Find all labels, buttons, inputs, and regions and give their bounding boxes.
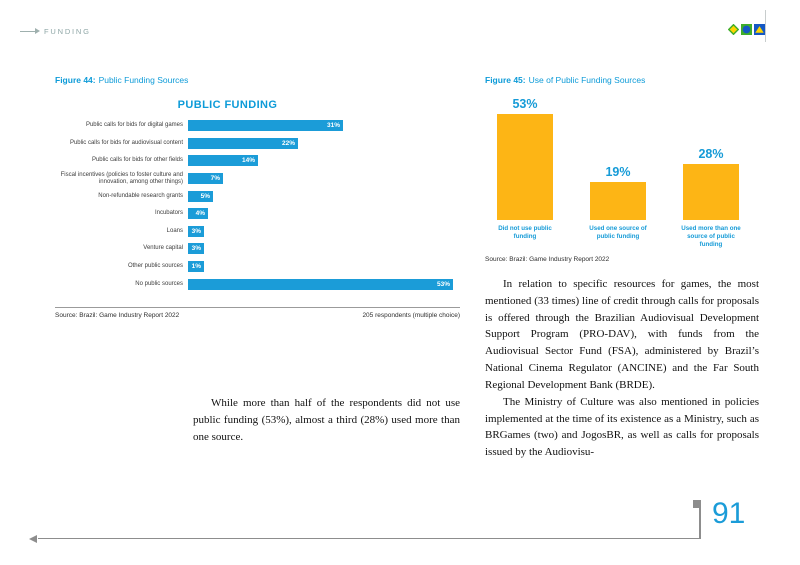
chart45-value-label: 28% xyxy=(698,147,724,161)
chart44-bar-value: 31% xyxy=(326,122,340,130)
chart44-bar: 53% xyxy=(188,278,453,290)
chart44-note: 205 respondents (multiple choice) xyxy=(362,312,460,319)
figure44-caption-title: Public Funding Sources xyxy=(98,75,189,85)
chart44-source: Source: Brazil: Game Industry Report 202… xyxy=(55,312,180,319)
chart44-bar-value: 4% xyxy=(195,210,205,218)
chart44-bar: 31% xyxy=(188,120,343,132)
chart44-row: Public calls for bids for digital games 3… xyxy=(55,117,460,135)
chart44-row: Venture capital 3% xyxy=(55,240,460,258)
chart44-footer: Source: Brazil: Game Industry Report 202… xyxy=(55,307,460,319)
chart44-category-label: Loans xyxy=(166,227,183,234)
fig44-rows: Public calls for bids for digital games 3… xyxy=(55,117,460,293)
chart45-bar xyxy=(590,182,646,220)
chart45-source: Source: Brazil: Game Industry Report 202… xyxy=(485,256,610,263)
chart44-bar: 5% xyxy=(188,190,213,202)
footer-riser xyxy=(699,508,701,539)
chart44-category-label: Non-refundable research grants xyxy=(98,192,183,199)
figure44-caption-label: Figure 44: xyxy=(55,75,96,85)
chart44-bar-value: 53% xyxy=(436,280,450,288)
chart44-bar-value: 7% xyxy=(210,175,220,183)
fig45-columns: 53% Did not use public funding 19% Used one… xyxy=(485,92,751,248)
chart45-column: 19% Used one source of public funding xyxy=(578,92,658,248)
chart44-row: Loans 3% xyxy=(55,223,460,241)
chart45-bar xyxy=(497,114,553,220)
logo-diamond-icon xyxy=(728,24,739,35)
page-number: 91 xyxy=(712,497,746,530)
body-paragraph-1: In relation to specific resources for ga… xyxy=(485,278,759,391)
header-rule xyxy=(765,10,766,42)
section-header: FUNDING xyxy=(44,27,91,36)
chart44-bar: 3% xyxy=(188,243,204,255)
chart44-bar-value: 3% xyxy=(191,227,201,235)
chart45-column: 28% Used more than one source of public f… xyxy=(671,92,751,248)
chart44-bar: 7% xyxy=(188,173,223,185)
chart45-bar xyxy=(683,164,739,220)
chart44-bar-value: 1% xyxy=(191,263,201,271)
chart45-category-label: Used one source of public funding xyxy=(589,225,647,240)
chart44-bar: 22% xyxy=(188,137,298,149)
figure44-caption: Figure 44: Public Funding Sources xyxy=(55,75,188,85)
chart44-category-label: Incubators xyxy=(154,210,183,217)
footer-arrow-icon xyxy=(29,534,37,543)
header-arrow-icon xyxy=(20,28,40,34)
chart44-row: Non-refundable research grants 5% xyxy=(55,187,460,205)
body-paragraph-2: The Ministry of Culture was also mention… xyxy=(485,395,759,459)
chart44-category-label: Public calls for bids for audiovisual co… xyxy=(69,139,183,146)
figure45-caption-label: Figure 45: xyxy=(485,75,526,85)
chart44-bar-value: 5% xyxy=(200,192,210,200)
chart45-value-label: 19% xyxy=(605,165,631,179)
chart44-category-label: Other public sources xyxy=(127,263,183,269)
footer-square-marker xyxy=(693,500,701,508)
chart44-category-label: Venture capital xyxy=(143,245,183,252)
chart44-row: Fiscal incentives (policies to foster cu… xyxy=(55,170,460,188)
chart44-row: No public sources 53% xyxy=(55,275,460,293)
chart45-value-label: 53% xyxy=(512,97,538,111)
chart44-bar-value: 14% xyxy=(241,157,255,165)
chart44-bar: 1% xyxy=(188,261,204,273)
figure45-caption-title: Use of Public Funding Sources xyxy=(528,75,646,85)
chart45-category-label: Did not use public funding xyxy=(498,225,552,240)
logo-circle-icon xyxy=(741,24,752,35)
chart44-category-label: No public sources xyxy=(135,280,183,287)
chart44-category-label: Fiscal incentives (policies to foster cu… xyxy=(60,171,183,185)
chart44-bar: 4% xyxy=(188,208,208,220)
chart44-row: Other public sources 1% xyxy=(55,258,460,276)
chart44-bar-value: 3% xyxy=(191,245,201,253)
body-column: In relation to specific resources for ga… xyxy=(485,276,759,461)
figure45-caption: Figure 45: Use of Public Funding Sources xyxy=(485,75,645,85)
chart45-category-label: Used more than one source of public fund… xyxy=(681,225,741,248)
chart44-row: Public calls for bids for other fields 14… xyxy=(55,152,460,170)
chart44-row: Public calls for bids for audiovisual co… xyxy=(55,135,460,153)
chart44-category-label: Public calls for bids for other fields xyxy=(91,157,183,164)
logo-triangle-icon xyxy=(754,24,765,35)
summary-paragraph: While more than half of the respondents … xyxy=(193,397,460,444)
chart44-category-label: Public calls for bids for digital games xyxy=(85,122,183,129)
chart44-bar: 3% xyxy=(188,225,204,237)
chart44-bar: 14% xyxy=(188,155,258,167)
logo xyxy=(728,24,765,35)
chart44-bar-value: 22% xyxy=(281,139,295,147)
footer-rule xyxy=(38,538,700,539)
chart44-title: PUBLIC FUNDING xyxy=(177,99,278,111)
chart45-column: 53% Did not use public funding xyxy=(485,92,565,248)
chart44-row: Incubators 4% xyxy=(55,205,460,223)
